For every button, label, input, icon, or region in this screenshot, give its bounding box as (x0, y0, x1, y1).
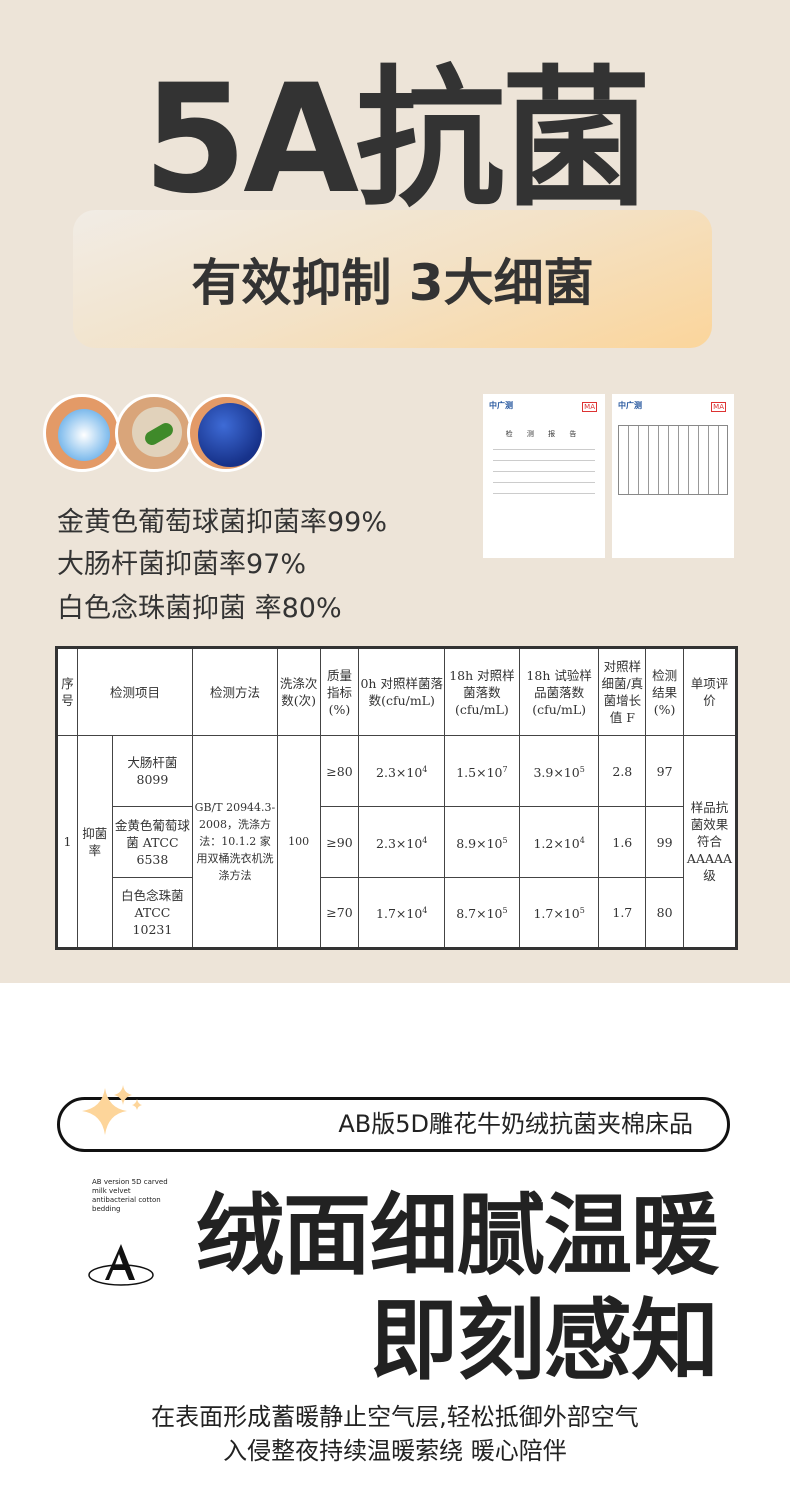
c18-cell: 8.7×105 (444, 877, 520, 949)
index-value: ≥70 (319, 877, 360, 949)
header-cell: 检测方法 (192, 647, 278, 736)
certificate-table-page: 中广测 MA (612, 394, 734, 558)
t18-cell: 3.9×105 (518, 735, 600, 807)
subtitle-banner: 有效抑制 3大细菌 (73, 210, 712, 348)
result-cell: 97 (645, 735, 684, 807)
c0-cell: 2.3×104 (358, 806, 446, 878)
c18-cell: 1.5×107 (444, 735, 520, 807)
f-cell: 1.6 (598, 806, 647, 878)
header-cell: 检测结果(%) (645, 647, 684, 736)
method-cell: GB/T 20944.3-2008，洗涤方法：10.1.2 家用双桶洗衣机洗涤方… (192, 735, 278, 949)
staph-image (43, 394, 121, 472)
header-cell: 检测项目 (76, 647, 194, 736)
stat-staph: 金黄色葡萄球菌抑菌率99% (57, 507, 388, 538)
t18-cell: 1.7×105 (518, 877, 600, 949)
header-cell: 18h 对照样菌落数(cfu/mL) (444, 647, 520, 736)
index-value: ≥80 (319, 735, 360, 807)
stat-ecoli: 大肠杆菌抑菌率97% (57, 549, 307, 580)
index-value: ≥90 (319, 806, 360, 878)
bacteria-images (43, 394, 265, 472)
mini-table (618, 425, 728, 495)
ecoli-image (115, 394, 193, 472)
header-cell: 序号 (56, 647, 78, 736)
english-description: AB version 5D carved milk velvet antibac… (92, 1178, 168, 1213)
lab-logo: 中广测 (489, 401, 513, 410)
item-cell: 白色念珠菌 ATCC 10231 (111, 877, 194, 949)
header-cell: 0h 对照样菌落数(cfu/mL) (358, 647, 446, 736)
hero-title: 5A抗菌 (142, 53, 651, 227)
c0-cell: 1.7×104 (358, 877, 446, 949)
product-name: AB版5D雕花牛奶绒抗菌夹棉床品 (338, 1110, 693, 1138)
sparkle-icon (82, 1085, 142, 1135)
c18-cell: 8.9×105 (444, 806, 520, 878)
f-cell: 1.7 (598, 877, 647, 949)
product-name-pill: AB版5D雕花牛奶绒抗菌夹棉床品 (57, 1097, 730, 1152)
lab-logo: 中广测 (618, 401, 642, 410)
header-cell: 单项评价 (683, 647, 737, 736)
f-cell: 2.8 (598, 735, 647, 807)
header-cell: 对照样细菌/真菌增长值 F (598, 647, 647, 736)
certificate-title: 检 测 报 告 (505, 430, 583, 438)
test-results-table: 序号 检测项目 检测方法 洗涤次数(次) 质量指标(%) 0h 对照样菌落数(c… (55, 646, 738, 950)
table-row: 金黄色葡萄球菌 ATCC 6538 ≥90 2.3×104 8.9×105 1.… (57, 806, 737, 878)
candida-image (187, 394, 265, 472)
verdict-cell: 样品抗菌效果符合AAAAA 级 (683, 735, 737, 949)
header-cell: 18h 试验样品菌落数(cfu/mL) (518, 647, 600, 736)
category-cell: 抑菌率 (76, 735, 113, 949)
table-header-row: 序号 检测项目 检测方法 洗涤次数(次) 质量指标(%) 0h 对照样菌落数(c… (56, 647, 737, 736)
index-cell: 1 (56, 735, 78, 949)
header-cell: 洗涤次数(次) (276, 647, 321, 736)
table-row: 白色念珠菌 ATCC 10231 ≥70 1.7×104 8.7×105 1.7… (57, 877, 737, 949)
ma-badge: MA (711, 402, 726, 412)
item-cell: 金黄色葡萄球菌 ATCC 6538 (111, 806, 194, 878)
certificate-cover: 中广测 MA 检 测 报 告 (483, 394, 605, 558)
headline-line2: 即刻感知 (369, 1289, 719, 1392)
header-cell: 质量指标(%) (319, 647, 360, 736)
footer-line1: 在表面形成蓄暖静止空气层,轻松抵御外部空气 (151, 1403, 639, 1431)
headline-line1: 绒面细腻温暖 (195, 1184, 719, 1287)
subtitle: 有效抑制 3大细菌 (191, 254, 594, 312)
footer-line2: 入侵整夜持续温暖萦绕 暖心陪伴 (223, 1437, 567, 1465)
item-cell: 大肠杆菌 8099 (111, 735, 194, 807)
result-cell: 80 (645, 877, 684, 949)
brand-logo (88, 1244, 154, 1286)
result-cell: 99 (645, 806, 684, 878)
washes-cell: 100 (276, 735, 321, 949)
ma-badge: MA (582, 402, 597, 412)
t18-cell: 1.2×104 (518, 806, 600, 878)
table-row: 1 抑菌率 大肠杆菌 8099 GB/T 20944.3-2008，洗涤方法：1… (56, 735, 737, 949)
c0-cell: 2.3×104 (358, 735, 446, 807)
stat-candida: 白色念珠菌抑菌 率80% (57, 593, 342, 624)
